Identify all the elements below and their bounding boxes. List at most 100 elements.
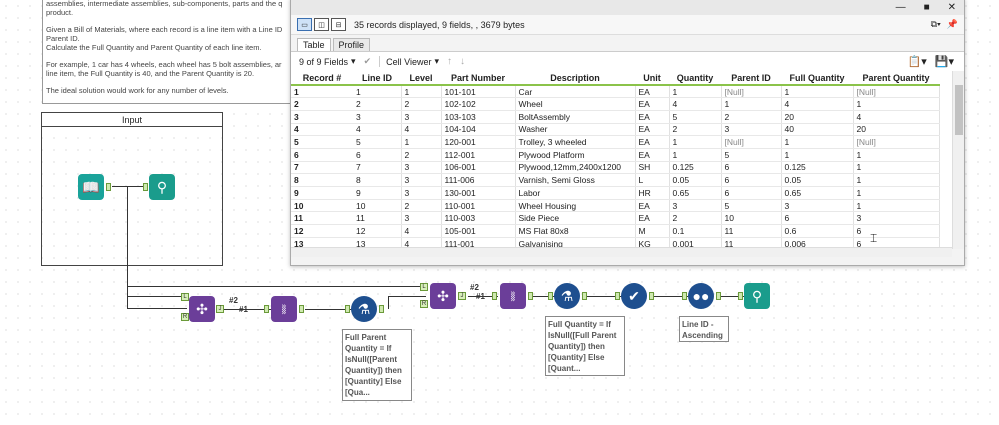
table-cell[interactable]: EA <box>635 110 670 124</box>
table-cell[interactable]: 4 <box>401 123 442 137</box>
table-cell[interactable]: [Null] <box>853 135 940 149</box>
record-number[interactable]: 7 <box>291 161 353 175</box>
table-row[interactable]: 7 7 3 106-001 Plywood,12mm,2400x1200 SH 0.125 6… <box>291 161 940 175</box>
table-cell[interactable]: 2 <box>401 199 442 213</box>
table-row[interactable]: 12 12 4 105-001 MS Flat 80x8 M 0.1 11 0.6 6 <box>291 224 940 238</box>
table-cell[interactable]: 112-001 <box>441 148 516 162</box>
scroll-thumb[interactable] <box>955 85 963 135</box>
table-cell[interactable]: 110-001 <box>441 199 516 213</box>
table-cell[interactable]: 4 <box>781 97 854 111</box>
table-row[interactable]: 2 2 2 102-102 Wheel EA 4 1 4 1 <box>291 97 940 111</box>
column-header[interactable]: Quantity <box>669 71 721 86</box>
join-right-anchor[interactable]: R <box>420 300 428 308</box>
table-cell[interactable]: SH <box>635 161 670 175</box>
column-header[interactable]: Level <box>401 71 441 86</box>
table-cell[interactable]: 20 <box>853 123 940 137</box>
table-cell[interactable]: 1 <box>853 173 940 187</box>
table-row[interactable]: 11 11 3 110-003 Side Piece EA 2 10 6 3 <box>291 211 940 226</box>
table-cell[interactable]: EA <box>635 199 670 213</box>
table-cell[interactable]: 2 <box>669 211 722 226</box>
table-cell[interactable]: 1 <box>853 199 940 213</box>
table-cell[interactable]: 111-006 <box>441 173 516 187</box>
table-cell[interactable]: Varnish, Semi Gloss <box>515 173 636 187</box>
table-cell[interactable]: 104-104 <box>441 123 516 137</box>
table-cell[interactable]: [Null] <box>721 135 782 149</box>
table-cell[interactable]: EA <box>635 97 670 111</box>
output-anchor[interactable] <box>299 305 304 313</box>
input-anchor[interactable] <box>345 305 350 313</box>
data-grid[interactable]: Record # Line ID Level Part Number Descripti… <box>291 71 964 249</box>
table-cell[interactable]: 1 <box>853 148 940 162</box>
table-cell[interactable]: 12 <box>353 224 402 238</box>
table-cell[interactable]: Plywood Platform <box>515 148 636 162</box>
table-cell[interactable]: 11 <box>353 211 402 226</box>
record-number[interactable]: 6 <box>291 148 353 162</box>
multi-row-formula-tool-2[interactable]: ⧚ <box>500 283 526 309</box>
table-cell[interactable]: M <box>635 224 670 238</box>
output-anchor[interactable] <box>379 305 384 313</box>
table-cell[interactable]: 1 <box>669 135 722 149</box>
table-cell[interactable]: Trolley, 3 wheeled <box>515 135 636 149</box>
record-number[interactable]: 8 <box>291 173 353 187</box>
table-cell[interactable]: 0.125 <box>781 161 854 175</box>
table-row[interactable]: 8 8 3 111-006 Varnish, Semi Gloss L 0.05 6 0.05 1 <box>291 173 940 187</box>
table-cell[interactable]: 0.65 <box>781 186 854 200</box>
record-number[interactable]: 2 <box>291 97 353 111</box>
join-output-J[interactable]: J <box>458 292 466 300</box>
table-cell[interactable]: 1 <box>853 186 940 200</box>
table-cell[interactable]: 130-001 <box>441 186 516 200</box>
table-cell[interactable]: 6 <box>721 161 782 175</box>
maximize-button[interactable]: ■ <box>923 1 930 13</box>
column-header[interactable]: Unit <box>635 71 669 86</box>
table-cell[interactable]: Wheel <box>515 97 636 111</box>
table-cell[interactable]: 0.65 <box>669 186 722 200</box>
sort-tool[interactable]: ●● <box>688 283 714 309</box>
arrow-up-icon[interactable]: ↑ <box>447 56 452 67</box>
input-anchor[interactable] <box>738 292 743 300</box>
table-cell[interactable]: 7 <box>353 161 402 175</box>
table-cell[interactable]: 4 <box>853 110 940 124</box>
table-cell[interactable]: BoltAssembly <box>515 110 636 124</box>
table-cell[interactable]: 1 <box>353 85 402 99</box>
table-cell[interactable]: 1 <box>401 135 442 149</box>
results-window[interactable]: — ■ ✕ ▭ ◫ ⊟ 35 records displayed, 9 fiel… <box>290 0 965 266</box>
cell-viewer-dropdown[interactable]: Cell Viewer ▾ <box>379 56 439 67</box>
new-window-icon[interactable]: ⧉▾ <box>930 19 941 29</box>
input-anchor[interactable] <box>143 183 148 191</box>
minimize-button[interactable]: — <box>895 1 906 13</box>
table-cell[interactable]: 3 <box>401 186 442 200</box>
table-cell[interactable]: 0.05 <box>781 173 854 187</box>
record-number[interactable]: 9 <box>291 186 353 200</box>
record-number[interactable]: 12 <box>291 224 353 238</box>
join-left-anchor[interactable]: L <box>181 293 189 301</box>
apply-check-icon[interactable]: ✔ <box>363 56 372 66</box>
table-cell[interactable]: Car <box>515 85 636 99</box>
column-header[interactable]: Parent Quantity <box>853 71 939 86</box>
table-cell[interactable]: 2 <box>721 110 782 124</box>
table-cell[interactable]: 120-001 <box>441 135 516 149</box>
formula-tool-2[interactable]: ⚗ <box>554 283 580 309</box>
table-cell[interactable]: 1 <box>721 97 782 111</box>
input-anchor[interactable] <box>264 305 269 313</box>
record-number[interactable]: 3 <box>291 110 353 124</box>
record-number[interactable]: 5 <box>291 135 353 149</box>
input-anchor[interactable] <box>615 292 620 300</box>
tab-table[interactable]: Table <box>297 38 331 51</box>
table-cell[interactable]: 6 <box>853 224 940 238</box>
table-cell[interactable]: 1 <box>669 148 722 162</box>
join-tool-1[interactable]: ✣ <box>189 296 215 322</box>
column-header[interactable]: Parent ID <box>721 71 781 86</box>
table-cell[interactable]: 5 <box>353 135 402 149</box>
table-cell[interactable]: 1 <box>401 85 442 99</box>
table-cell[interactable]: 2 <box>353 97 402 111</box>
table-cell[interactable]: 106-001 <box>441 161 516 175</box>
table-cell[interactable]: 110-003 <box>441 211 516 226</box>
layout-horizontal-icon[interactable]: ⊟ <box>331 18 346 31</box>
table-cell[interactable]: 5 <box>669 110 722 124</box>
table-cell[interactable]: Wheel Housing <box>515 199 636 213</box>
close-button[interactable]: ✕ <box>947 1 956 13</box>
browse-tool-1[interactable]: ⚲ <box>149 174 175 200</box>
table-cell[interactable]: L <box>635 173 670 187</box>
layout-vertical-icon[interactable]: ◫ <box>314 18 329 31</box>
table-cell[interactable]: Labor <box>515 186 636 200</box>
